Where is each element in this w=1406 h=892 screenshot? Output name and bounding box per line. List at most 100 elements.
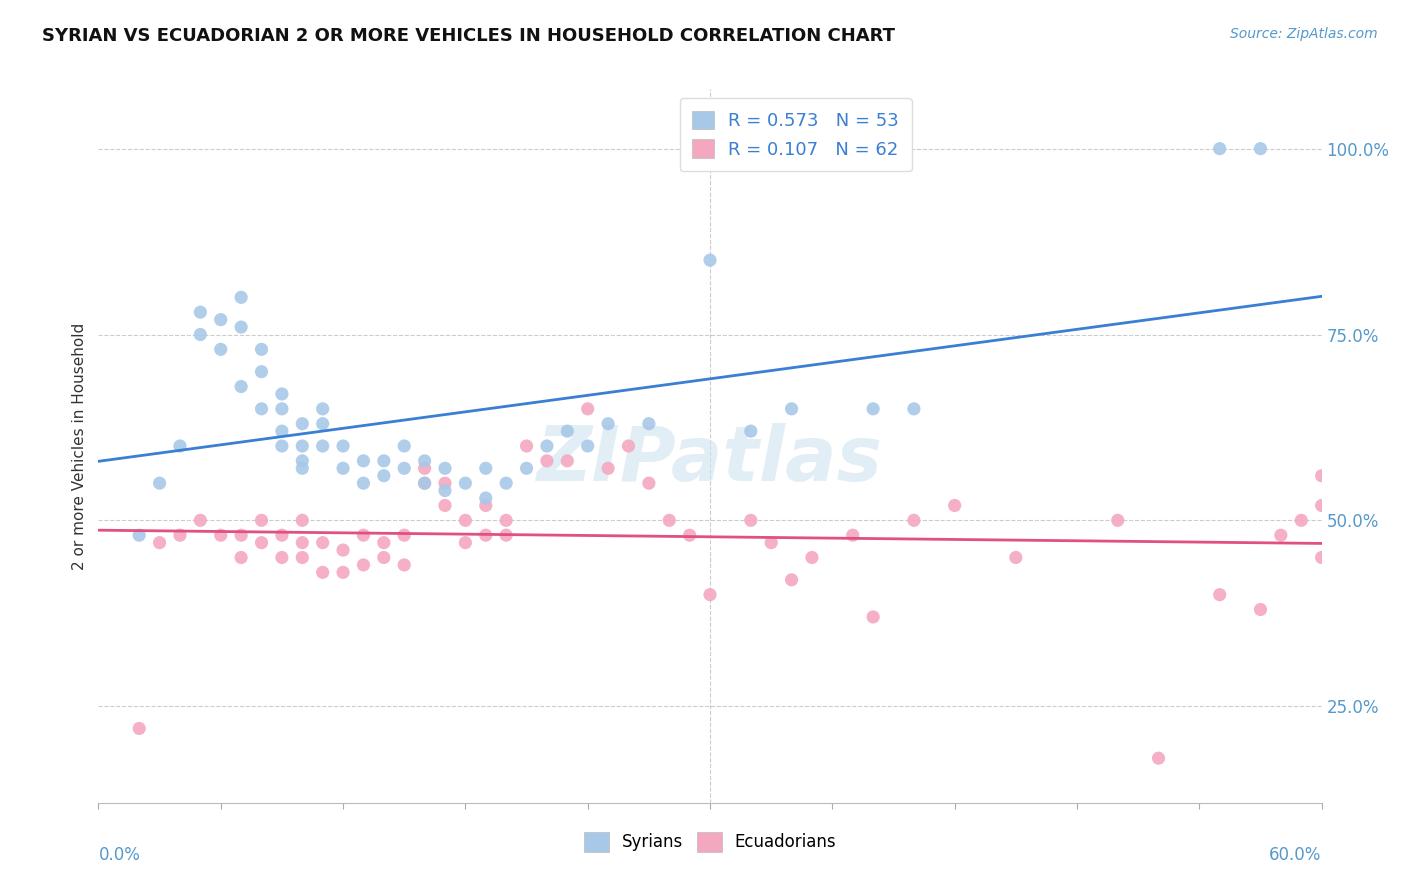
Point <box>413 461 436 475</box>
Point <box>373 550 395 565</box>
Point <box>270 528 294 542</box>
Point <box>250 513 273 527</box>
Point <box>270 387 294 401</box>
Point <box>291 461 314 475</box>
Point <box>474 528 498 542</box>
Point <box>231 320 253 334</box>
Point <box>495 513 517 527</box>
Point <box>903 401 925 416</box>
Point <box>392 439 416 453</box>
Point <box>516 439 538 453</box>
Point <box>474 491 498 505</box>
Point <box>250 343 273 357</box>
Point <box>557 424 579 438</box>
Point <box>149 476 172 491</box>
Point <box>332 439 354 453</box>
Point <box>188 305 212 319</box>
Legend: Syrians, Ecuadorians: Syrians, Ecuadorians <box>576 825 844 859</box>
Point <box>474 499 498 513</box>
Point <box>1249 602 1271 616</box>
Point <box>312 535 335 549</box>
Point <box>943 499 966 513</box>
Point <box>209 343 232 357</box>
Point <box>780 401 803 416</box>
Point <box>1310 550 1333 565</box>
Point <box>270 550 294 565</box>
Point <box>576 401 599 416</box>
Point <box>740 513 762 527</box>
Point <box>862 401 884 416</box>
Point <box>291 550 314 565</box>
Point <box>495 476 517 491</box>
Point <box>862 610 884 624</box>
Point <box>270 424 294 438</box>
Point <box>352 476 374 491</box>
Point <box>312 439 335 453</box>
Point <box>270 439 294 453</box>
Point <box>392 558 416 572</box>
Point <box>740 424 762 438</box>
Point <box>598 461 620 475</box>
Point <box>434 499 457 513</box>
Point <box>373 454 395 468</box>
Point <box>352 558 374 572</box>
Point <box>1291 513 1313 527</box>
Point <box>291 513 314 527</box>
Point <box>392 461 416 475</box>
Point <box>128 528 150 542</box>
Point <box>312 401 335 416</box>
Point <box>761 535 783 549</box>
Point <box>454 535 477 549</box>
Point <box>169 528 191 542</box>
Point <box>1107 513 1129 527</box>
Point <box>373 535 395 549</box>
Point <box>658 513 681 527</box>
Point <box>188 327 212 342</box>
Point <box>128 722 150 736</box>
Point <box>209 528 232 542</box>
Text: SYRIAN VS ECUADORIAN 2 OR MORE VEHICLES IN HOUSEHOLD CORRELATION CHART: SYRIAN VS ECUADORIAN 2 OR MORE VEHICLES … <box>42 27 896 45</box>
Point <box>516 461 538 475</box>
Point <box>1310 499 1333 513</box>
Point <box>699 253 721 268</box>
Point <box>903 513 925 527</box>
Point <box>250 365 273 379</box>
Point <box>169 439 191 453</box>
Point <box>373 468 395 483</box>
Point <box>312 566 335 580</box>
Point <box>557 454 579 468</box>
Point <box>576 439 599 453</box>
Point <box>1209 142 1232 156</box>
Point <box>1147 751 1170 765</box>
Point <box>332 543 354 558</box>
Point <box>780 573 803 587</box>
Point <box>1249 142 1271 156</box>
Point <box>231 379 253 393</box>
Point <box>617 439 640 453</box>
Text: Source: ZipAtlas.com: Source: ZipAtlas.com <box>1230 27 1378 41</box>
Point <box>188 513 212 527</box>
Point <box>454 476 477 491</box>
Point <box>209 312 232 326</box>
Point <box>270 401 294 416</box>
Text: 60.0%: 60.0% <box>1270 846 1322 863</box>
Point <box>699 588 721 602</box>
Point <box>250 401 273 416</box>
Point <box>291 417 314 431</box>
Point <box>679 528 702 542</box>
Point <box>454 513 477 527</box>
Point <box>149 535 172 549</box>
Point <box>841 528 863 542</box>
Point <box>1270 528 1292 542</box>
Point <box>332 566 354 580</box>
Point <box>291 454 314 468</box>
Point <box>638 417 661 431</box>
Point <box>413 476 436 491</box>
Point <box>536 454 558 468</box>
Point <box>250 535 273 549</box>
Point <box>801 550 824 565</box>
Point <box>413 476 436 491</box>
Point <box>312 417 335 431</box>
Point <box>434 483 457 498</box>
Point <box>231 550 253 565</box>
